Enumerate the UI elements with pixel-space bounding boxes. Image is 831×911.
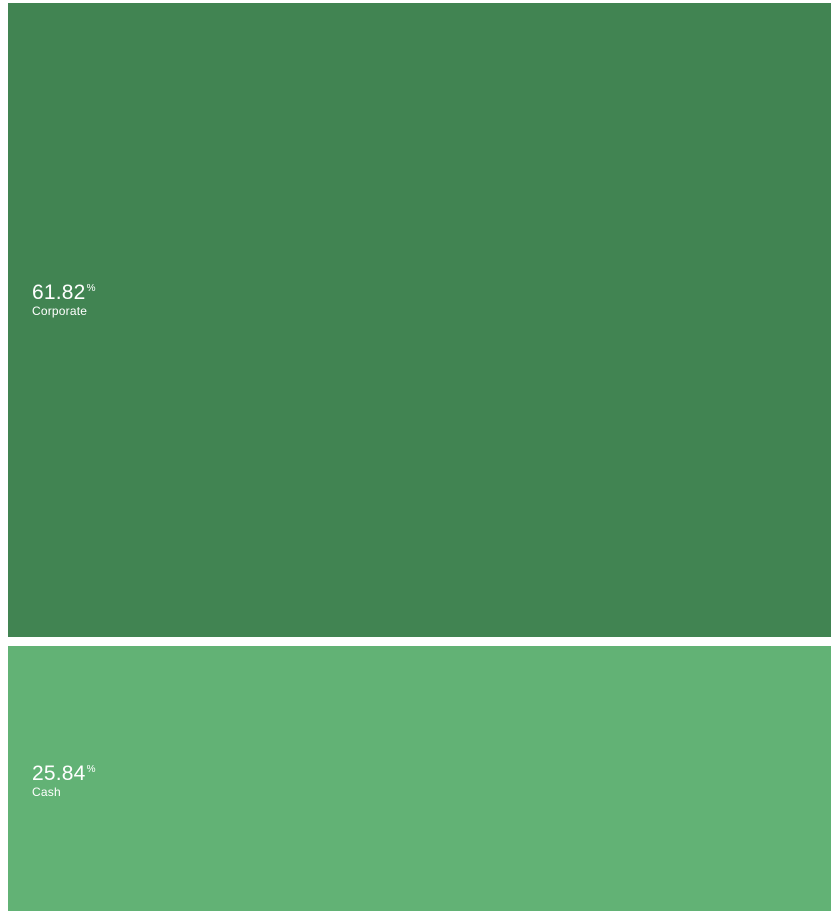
tile-value-cash: 25.84% bbox=[32, 763, 96, 784]
treemap-tile-corporate: 61.82% Corporate bbox=[8, 3, 831, 637]
treemap-tile-cash: 25.84% Cash bbox=[8, 646, 831, 911]
tile-value-corporate: 61.82% bbox=[32, 282, 96, 303]
tile-value-number-cash: 25.84 bbox=[32, 762, 86, 785]
tile-value-unit-corporate: % bbox=[86, 283, 96, 294]
tile-label-corporate: 61.82% Corporate bbox=[32, 282, 96, 317]
tile-value-number-corporate: 61.82 bbox=[32, 281, 86, 304]
tile-name-corporate: Corporate bbox=[32, 304, 88, 318]
tile-value-unit-cash: % bbox=[86, 764, 96, 775]
tile-name-cash: Cash bbox=[32, 785, 61, 799]
tile-label-cash: 25.84% Cash bbox=[32, 763, 96, 798]
